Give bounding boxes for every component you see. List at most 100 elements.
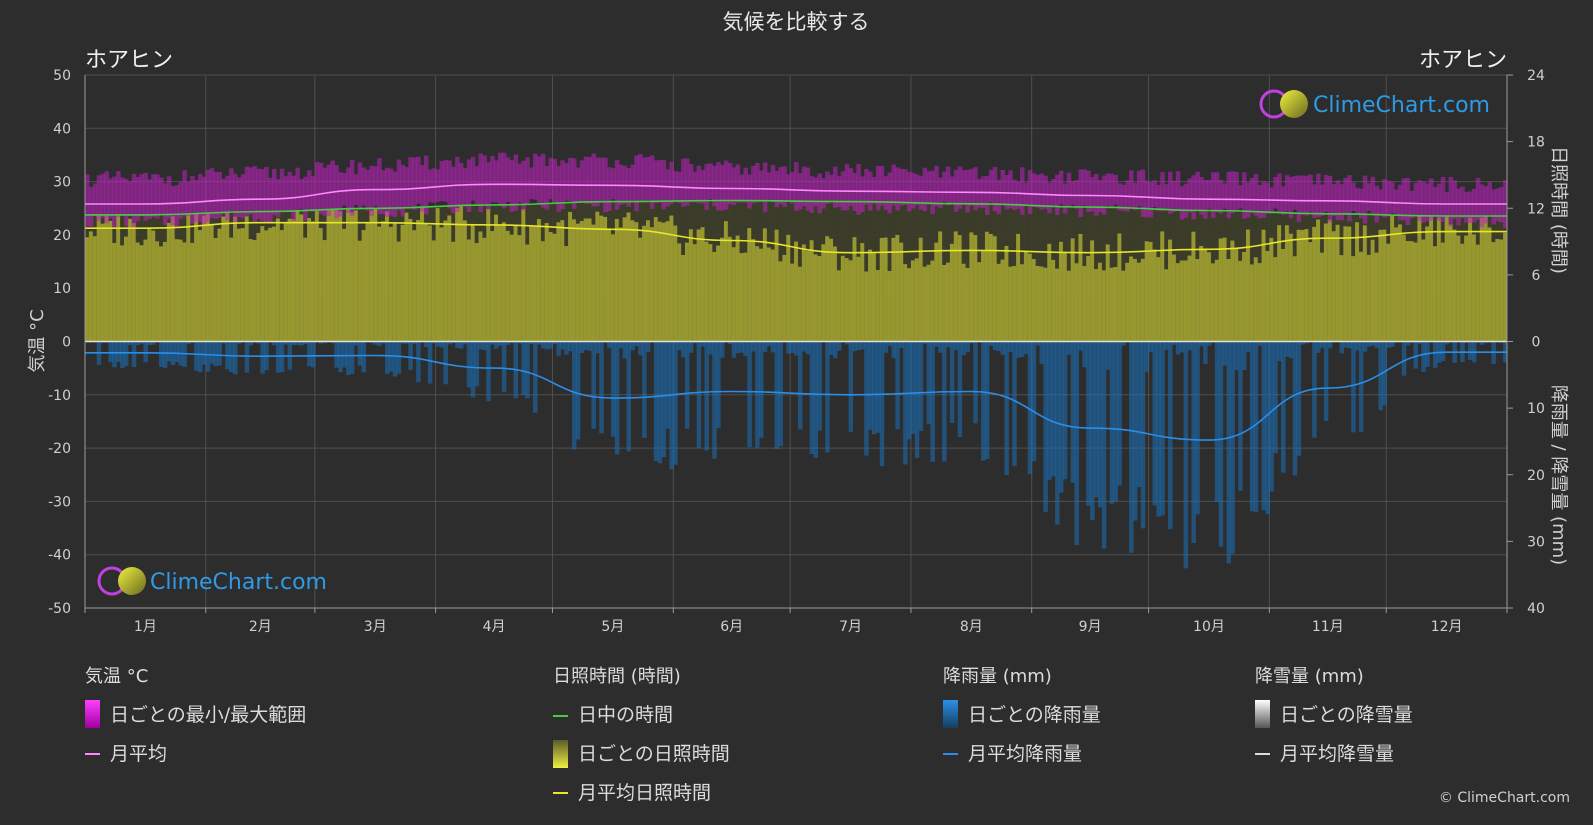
rain-day-bar [186,341,191,344]
sunshine-day-bar [420,207,425,342]
sunshine-day-bar [688,229,694,342]
rain-day-bar [1113,341,1119,502]
rain-day-bar [236,341,242,344]
sunshine-day-bar [427,225,433,342]
rain-day-bar [1043,341,1048,513]
temp-range-day-bar [544,165,550,210]
temp-range-day-bar [404,167,409,209]
sunshine-day-bar [470,225,476,342]
sunshine-day-bar [264,230,269,342]
temp-range-day-bar [1066,172,1072,207]
temp-range-day-bar [984,175,990,215]
sunshine-day-bar [92,236,98,342]
temp-range-day-bar [1421,182,1426,223]
sunshine-day-bar [307,218,312,342]
sunshine-day-bar [209,224,215,342]
sunshine-day-bar [334,209,339,342]
sunshine-day-bar [1222,237,1228,342]
temp-range-day-bar [1043,175,1048,209]
sunshine-day-bar [1362,225,1368,342]
temp-range-day-bar [595,157,600,207]
rain-day-bar [384,341,390,374]
temp-range-day-bar [969,168,974,206]
temp-range-day-bar [521,160,526,211]
sunshine-day-bar [833,246,838,342]
sunshine-day-bar [349,212,355,342]
rain-day-bar [969,341,974,344]
rain-day-bar [1062,341,1068,480]
rain-day-bar [466,341,472,388]
sunshine-day-bar [829,238,834,342]
rain-day-bar [568,341,573,352]
sunshine-day-bar [1078,233,1083,342]
temp-range-day-bar [1347,175,1352,222]
sunshine-day-bar [501,222,507,342]
temp-range-day-bar [1440,176,1446,223]
rain-day-bar [330,341,335,344]
rain-day-bar [143,341,148,363]
rain-day-bar [1323,341,1329,421]
temp-range-day-bar [1031,173,1037,207]
rain-day-bar [108,341,113,363]
temp-range-day-bar [879,165,885,206]
rain-day-bar [938,341,943,353]
sunshine-day-bar [977,262,982,342]
month-label: 7月 [839,619,862,635]
rain-day-bar [147,341,152,346]
temp-range-day-bar [786,174,791,202]
temp-range-day-bar [240,174,246,219]
sunshine-day-bar [205,213,211,342]
temp-range-day-bar [307,170,312,211]
temp-range-day-bar [1218,179,1224,214]
sunshine-day-bar [88,231,94,342]
sunshine-day-bar [758,248,764,342]
temp-range-day-bar [1487,181,1493,215]
legend-rain: 降雨量 (mm) 日ごとの降雨量 月平均降雨量 [943,666,1101,765]
sunshine-day-bar [100,223,106,342]
temp-range-day-bar [778,167,783,205]
rain-day-bar [895,341,900,430]
temp-range-day-bar [1113,174,1119,205]
legend-sun-daily-label: 日ごとの日照時間 [578,743,730,765]
rain-day-bar [1401,341,1407,376]
sunshine-day-bar [1160,231,1165,342]
sunshine-day-bar [669,215,674,342]
temp-range-day-bar [104,171,109,224]
temp-range-day-bar [758,170,764,202]
temp-range-day-bar [342,172,347,206]
temp-range-day-bar [1249,177,1255,213]
rain-day-bar [747,341,752,448]
temp-range-day-bar [844,164,850,211]
sunshine-day-bar [1245,229,1251,342]
rain-day-bar [521,341,526,395]
rain-day-bar [684,341,690,429]
rain-day-bar [1094,341,1099,498]
temp-range-day-bar [1327,175,1333,223]
temp-range-day-bar [591,153,596,207]
rain-day-bar [462,341,468,345]
sunshine-day-bar [459,205,464,342]
sunshine-day-bar [353,210,359,342]
temp-range-day-bar [665,169,670,207]
rain-day-bar [1355,341,1360,351]
sunshine-day-bar [1358,251,1364,342]
temperature-mean-line [85,183,1507,205]
temp-range-day-bar [127,181,133,217]
temp-range-day-bar [1074,179,1080,209]
month-label: 9月 [1079,619,1102,635]
temp-range-day-bar [801,166,807,206]
temp-range-day-bar [922,167,928,212]
sunshine-day-bar [213,238,219,342]
sunshine-day-bar [1016,233,1021,342]
temp-range-day-bar [108,178,113,219]
sunshine-day-bar [957,235,963,342]
temp-range-day-bar [856,163,861,215]
rain-day-bar [346,341,351,376]
temp-range-day-bar [291,175,296,222]
sunshine-day-bar [1121,270,1126,342]
sunshine-day-bar [159,246,164,342]
temp-tick-label: 50 [53,68,71,84]
rain-day-bar [447,341,452,345]
temp-range-day-bar [1413,183,1418,215]
rain-day-bar [1362,341,1368,352]
